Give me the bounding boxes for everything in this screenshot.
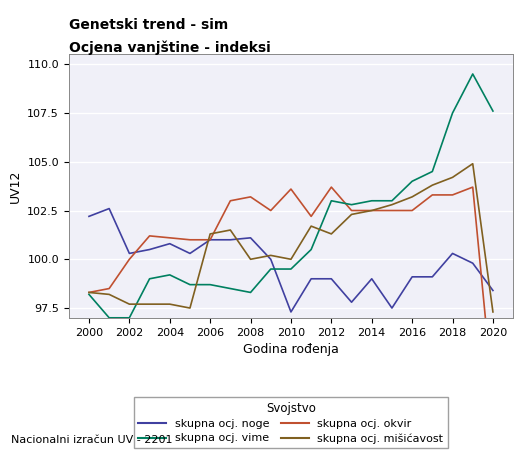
Text: Genetski trend - sim: Genetski trend - sim bbox=[69, 18, 228, 32]
Legend: skupna ocj. noge, skupna ocj. vime, skupna ocj. okvir, skupna ocj. mišićavost: skupna ocj. noge, skupna ocj. vime, skup… bbox=[134, 397, 448, 449]
Text: Ocjena vanjštine - indeksi: Ocjena vanjštine - indeksi bbox=[69, 41, 270, 55]
Y-axis label: UV12: UV12 bbox=[9, 169, 22, 203]
Text: Nacionalni izračun UV - 2201: Nacionalni izračun UV - 2201 bbox=[11, 435, 172, 445]
X-axis label: Godina rođenja: Godina rođenja bbox=[243, 343, 339, 356]
